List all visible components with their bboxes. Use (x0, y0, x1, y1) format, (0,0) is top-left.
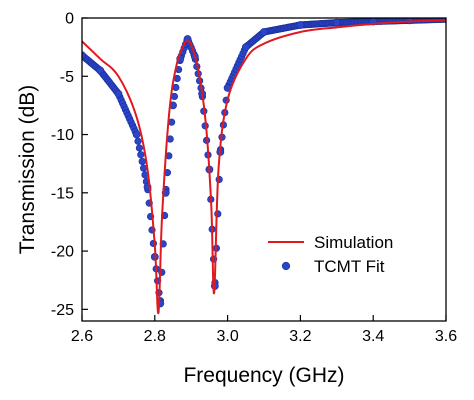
y-tick-label: -25 (51, 302, 74, 319)
series-simulation (82, 19, 446, 314)
x-tick-label: 2.8 (144, 328, 166, 345)
fit-marker (140, 164, 148, 172)
legend-marker (281, 261, 291, 271)
legend-label: TCMT Fit (314, 257, 385, 276)
fit-marker (214, 210, 222, 218)
data-point (132, 130, 141, 139)
fit-marker (137, 151, 145, 159)
y-tick-label: -10 (51, 127, 74, 144)
fit-marker (135, 144, 143, 152)
data-point (260, 28, 268, 36)
x-tick-label: 2.6 (71, 328, 93, 345)
x-tick-label: 3.6 (435, 328, 457, 345)
x-tick-label: 3.2 (289, 328, 311, 345)
legend-label: Simulation (314, 233, 393, 252)
x-tick-label: 3.4 (362, 328, 384, 345)
y-tick-label: -5 (60, 69, 74, 86)
fit-marker (138, 157, 146, 166)
data-point (241, 43, 250, 52)
plot-frame (81, 17, 447, 322)
y-tick-label: -15 (51, 185, 74, 202)
data-point (114, 89, 123, 98)
series-line (82, 19, 446, 314)
y-tick-label: -20 (51, 244, 74, 261)
axis-ticks: 2.6 2.8 3.0 3.2 3.4 3.6 0 -5 -10 -15 -20 -25 (51, 11, 457, 346)
legend: Simulation TCMT Fit (268, 233, 393, 276)
data-point (96, 66, 105, 75)
data-point (332, 18, 341, 27)
y-tick-label: 0 (65, 11, 74, 28)
y-axis-title: Transmission (dB) (16, 85, 39, 255)
x-tick-label: 3.0 (216, 328, 238, 345)
data-point (296, 21, 305, 29)
fit-marker (134, 137, 142, 145)
x-axis-title: Frequency (GHz) (183, 364, 344, 387)
